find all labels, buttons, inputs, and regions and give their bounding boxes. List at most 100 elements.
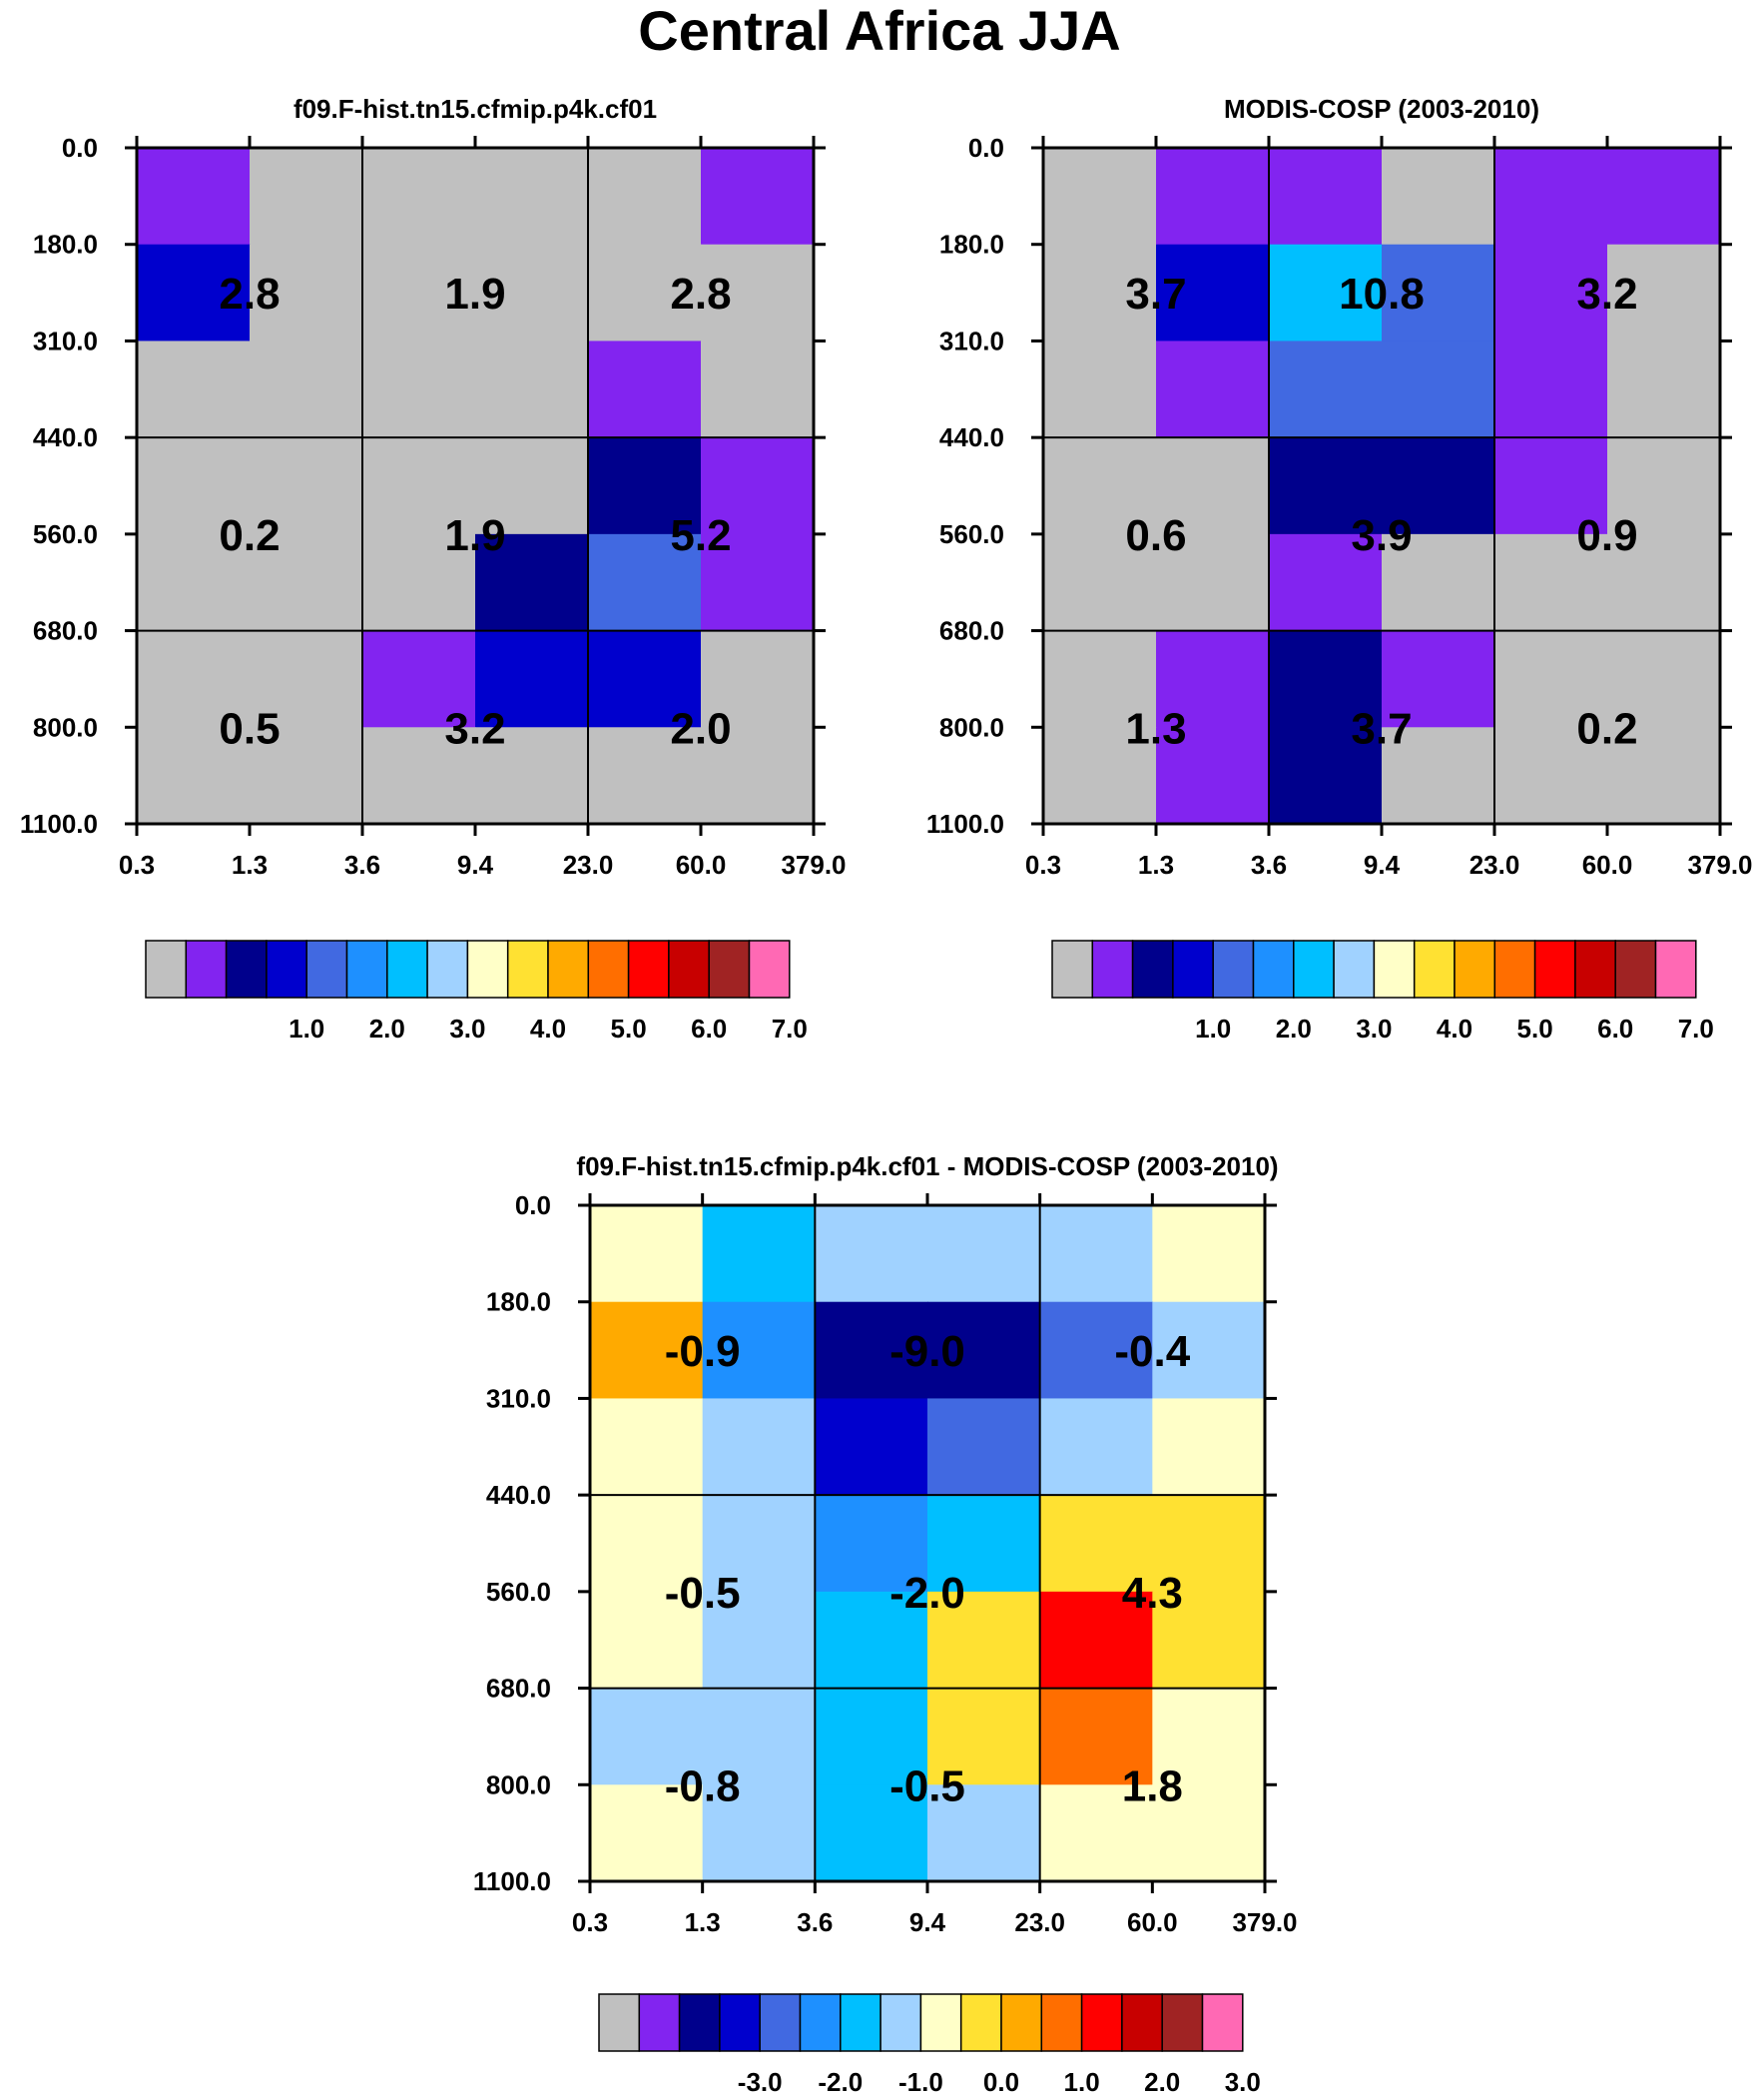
heatmap-cell bbox=[1382, 630, 1495, 728]
panel-title: MODIS-COSP (2003-2010) bbox=[1224, 94, 1539, 124]
colorbar-label: 3.0 bbox=[449, 1014, 485, 1044]
colorbar-swatch bbox=[1051, 940, 1094, 999]
heatmap-cell bbox=[1269, 341, 1383, 438]
colorbar-swatch bbox=[1131, 940, 1174, 999]
x-tick-label: 3.6 bbox=[1251, 850, 1287, 880]
heatmap-cell bbox=[588, 341, 702, 438]
x-tick-label: 1.3 bbox=[1138, 850, 1174, 880]
colorbar-label: -3.0 bbox=[738, 2067, 783, 2097]
heatmap-cell bbox=[702, 1301, 816, 1400]
heatmap-cell bbox=[1269, 437, 1383, 535]
colorbar-swatch bbox=[1121, 1993, 1163, 2052]
colorbar-swatch bbox=[678, 1993, 721, 2052]
y-tick-label: 440.0 bbox=[939, 422, 1004, 452]
heatmap-cell bbox=[1156, 148, 1270, 246]
region-value-label: 0.5 bbox=[219, 704, 280, 753]
panel-diff: f09.F-hist.tn15.cfmip.p4k.cf01 - MODIS-C… bbox=[473, 1151, 1298, 2097]
region-value-label: 0.2 bbox=[219, 511, 280, 560]
heatmap-cell bbox=[1039, 1495, 1153, 1593]
y-tick-label: 180.0 bbox=[486, 1287, 551, 1317]
heatmap-cell bbox=[1152, 1591, 1266, 1690]
heatmap-cell bbox=[137, 727, 251, 825]
colorbar-swatch bbox=[1201, 1993, 1244, 2052]
heatmap-cell bbox=[1269, 533, 1383, 632]
colorbar-swatch bbox=[386, 940, 428, 999]
colorbar-swatch bbox=[1654, 940, 1697, 999]
region-value-label: -2.0 bbox=[889, 1569, 965, 1618]
heatmap-cell bbox=[1043, 244, 1157, 343]
y-tick-label: 1100.0 bbox=[473, 1866, 551, 1896]
heatmap-cell bbox=[588, 148, 702, 246]
heatmap-cell bbox=[1494, 437, 1608, 535]
region-value-label: 1.9 bbox=[444, 511, 505, 560]
heatmap-cell bbox=[1607, 148, 1721, 246]
colorbar-swatch bbox=[748, 940, 791, 999]
colorbar-label: 4.0 bbox=[530, 1014, 566, 1044]
heatmap-cell bbox=[588, 533, 702, 632]
heatmap-cell bbox=[927, 1301, 1041, 1400]
y-tick-label: 680.0 bbox=[939, 616, 1004, 646]
heatmap-cell bbox=[701, 244, 815, 343]
heatmap-cell bbox=[1039, 1688, 1153, 1785]
heatmap-cell bbox=[137, 244, 251, 343]
region-value-label: -0.5 bbox=[665, 1569, 741, 1618]
heatmap-cell bbox=[1039, 1301, 1153, 1400]
heatmap-cell bbox=[250, 533, 363, 632]
heatmap-cell bbox=[1152, 1688, 1266, 1785]
colorbar-swatch bbox=[547, 940, 590, 999]
heatmap-cell bbox=[702, 1398, 816, 1496]
x-tick-label: 60.0 bbox=[1127, 1907, 1178, 1937]
colorbar-swatch bbox=[1574, 940, 1616, 999]
colorbar-label: 1.0 bbox=[1064, 2067, 1100, 2097]
region-value-label: 3.2 bbox=[1576, 270, 1637, 319]
colorbar-swatch bbox=[1293, 940, 1335, 999]
heatmap-cell bbox=[815, 1205, 928, 1303]
heatmap-cell bbox=[1156, 727, 1270, 825]
heatmap-cell bbox=[1269, 148, 1383, 246]
heatmap-cell bbox=[475, 533, 589, 632]
colorbar-label: 2.0 bbox=[1144, 2067, 1180, 2097]
colorbar-swatch bbox=[919, 1993, 962, 2052]
colorbar-swatch bbox=[598, 1993, 641, 2052]
heatmap-cell bbox=[1607, 244, 1721, 343]
colorbar-swatch bbox=[1172, 940, 1214, 999]
colorbar-label: 6.0 bbox=[1597, 1014, 1633, 1044]
y-tick-label: 680.0 bbox=[33, 616, 98, 646]
region-value-label: 3.7 bbox=[1351, 704, 1412, 753]
y-tick-label: 0.0 bbox=[515, 1190, 551, 1220]
colorbar-swatch bbox=[1614, 940, 1657, 999]
x-tick-label: 379.0 bbox=[1687, 850, 1752, 880]
x-tick-label: 23.0 bbox=[563, 850, 614, 880]
y-tick-label: 1100.0 bbox=[926, 809, 1004, 839]
y-tick-label: 1100.0 bbox=[20, 809, 98, 839]
y-tick-label: 800.0 bbox=[939, 712, 1004, 742]
heatmap-cell bbox=[362, 533, 476, 632]
heatmap-cell bbox=[815, 1591, 928, 1690]
heatmap-cell bbox=[1043, 437, 1157, 535]
region-value-label: 2.0 bbox=[670, 704, 731, 753]
panel-obs: MODIS-COSP (2003-2010) 0.3 1.3 3.6 9.4 23.0 60… bbox=[926, 94, 1753, 1044]
y-tick-label: 0.0 bbox=[62, 133, 98, 163]
x-tick-label: 1.3 bbox=[232, 850, 268, 880]
heatmap-cell bbox=[1382, 437, 1495, 535]
heatmap-cell bbox=[1382, 148, 1495, 246]
colorbar-swatch bbox=[145, 940, 188, 999]
region-value-label: 4.3 bbox=[1122, 1569, 1183, 1618]
heatmap-cell bbox=[590, 1398, 704, 1496]
colorbar-label: 6.0 bbox=[691, 1014, 727, 1044]
colorbar-swatch bbox=[719, 1993, 761, 2052]
colorbar-label: 1.0 bbox=[1195, 1014, 1231, 1044]
heatmap-cell bbox=[588, 630, 702, 728]
region-value-label: -0.9 bbox=[665, 1327, 741, 1376]
heatmap-cell bbox=[362, 727, 476, 825]
heatmap-cell bbox=[590, 1301, 704, 1400]
heatmap-cell bbox=[1043, 533, 1157, 632]
region-value-label: 1.3 bbox=[1125, 704, 1186, 753]
heatmap-cell bbox=[1269, 630, 1383, 728]
x-tick-label: 0.3 bbox=[1025, 850, 1061, 880]
heatmap-cell bbox=[1039, 1784, 1153, 1882]
heatmap-cell bbox=[1043, 148, 1157, 246]
region-value-label: 5.2 bbox=[670, 511, 731, 560]
region-value-label: -0.4 bbox=[1114, 1327, 1190, 1376]
